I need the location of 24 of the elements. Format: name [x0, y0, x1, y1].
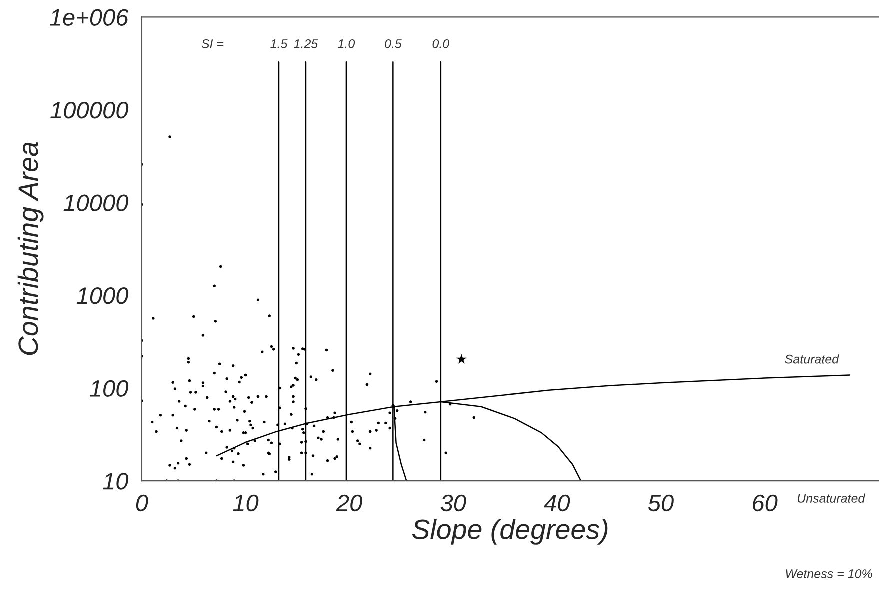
- x-tick-label: 60: [753, 494, 778, 512]
- x-tick-label: 40: [544, 494, 570, 512]
- annotation: 1.0: [338, 39, 356, 48]
- y-tick-label: 10000: [64, 194, 129, 212]
- annotation: 1.25: [294, 39, 318, 48]
- annotation: 0.5: [385, 39, 402, 48]
- x-tick-label: 10: [233, 494, 259, 512]
- y-tick-label: 1000: [76, 288, 129, 304]
- x-tick-label: 30: [440, 494, 466, 512]
- annotation: SI =: [202, 39, 224, 48]
- y-tick-label: 1e+006: [50, 9, 129, 26]
- x-tick-label: 50: [648, 494, 674, 512]
- annotation: Saturated: [785, 354, 840, 364]
- y-tick-label: 100: [90, 380, 129, 398]
- y-axis-title: Contributing Area: [18, 142, 44, 356]
- text: Wetness = 10%: [786, 570, 872, 578]
- y-tick-label: 10: [103, 473, 129, 490]
- text: Unsaturated: [798, 494, 866, 503]
- annotation: 0.0: [432, 39, 450, 48]
- x-tick-label: 0: [136, 494, 148, 512]
- x-axis-title: Slope (degrees): [412, 519, 608, 545]
- annotation: 1.5: [270, 40, 288, 48]
- y-tick-label: 100000: [50, 102, 129, 119]
- x-tick-label: 20: [336, 494, 363, 512]
